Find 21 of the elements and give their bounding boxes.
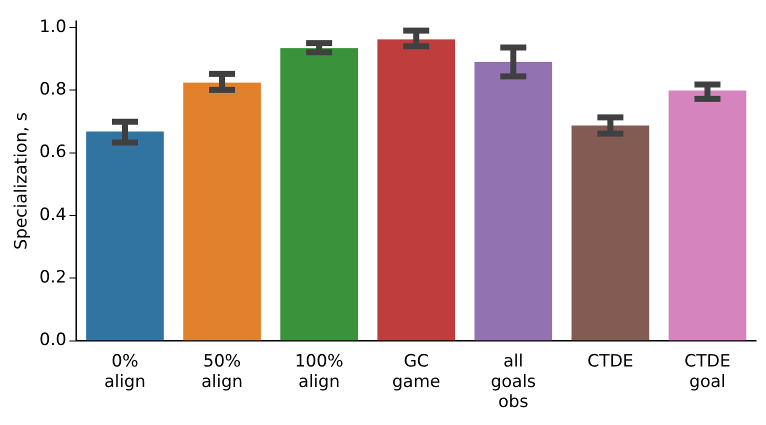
x-tick-label: 0% align (104, 351, 146, 392)
x-tick-label: CTDE goal (684, 351, 731, 392)
x-tick-label: 100% align (294, 351, 344, 392)
bar (377, 39, 456, 340)
y-tick-label: 1.0 (39, 16, 66, 37)
y-tick-label: 0.4 (39, 204, 66, 225)
y-tick-label: 0.6 (39, 142, 66, 162)
y-tick-label: 0.2 (39, 268, 66, 288)
y-axis-title: Specialization, s (12, 112, 32, 250)
x-tick-label: GC game (392, 351, 440, 392)
bar (668, 90, 746, 340)
x-tick-label: all goals obs (490, 351, 536, 412)
y-tick-label: 0.8 (39, 80, 66, 100)
bar (86, 131, 164, 340)
x-tick-label: 50% align (201, 351, 243, 392)
x-tick-label: CTDE (587, 351, 634, 372)
y-tick-label: 0.0 (39, 330, 66, 350)
bar (572, 126, 650, 340)
bar (183, 82, 261, 340)
bar (474, 62, 552, 340)
bar (280, 48, 358, 340)
